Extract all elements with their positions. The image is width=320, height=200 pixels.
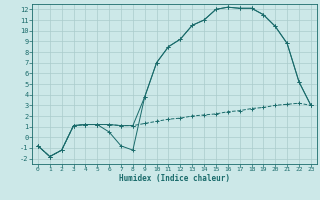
X-axis label: Humidex (Indice chaleur): Humidex (Indice chaleur) [119,174,230,183]
